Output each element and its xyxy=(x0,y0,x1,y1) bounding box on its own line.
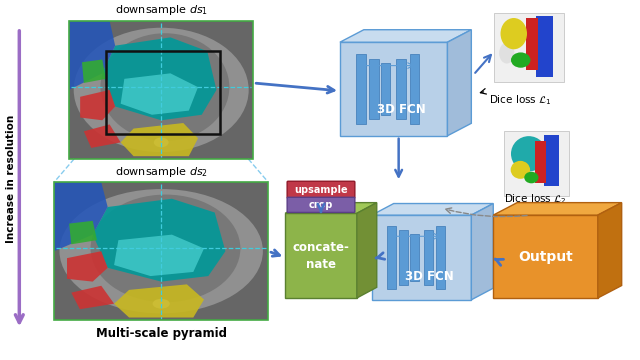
Bar xyxy=(535,141,546,183)
Polygon shape xyxy=(285,213,357,298)
Polygon shape xyxy=(80,90,115,120)
Polygon shape xyxy=(69,221,97,244)
Polygon shape xyxy=(598,203,621,298)
Ellipse shape xyxy=(500,18,527,49)
Polygon shape xyxy=(396,59,406,120)
Text: Dice loss $\mathcal{L}_1$: Dice loss $\mathcal{L}_1$ xyxy=(489,93,552,107)
Polygon shape xyxy=(369,59,379,120)
Polygon shape xyxy=(410,54,419,124)
Polygon shape xyxy=(387,226,396,289)
Polygon shape xyxy=(357,203,377,298)
Polygon shape xyxy=(102,37,216,120)
Ellipse shape xyxy=(511,53,531,68)
Polygon shape xyxy=(436,226,445,289)
Text: 3D FCN: 3D FCN xyxy=(377,103,426,116)
Bar xyxy=(54,182,268,320)
Polygon shape xyxy=(114,235,204,276)
Polygon shape xyxy=(340,42,447,136)
Bar xyxy=(106,51,220,134)
Polygon shape xyxy=(471,203,493,300)
Text: Increase in resolution: Increase in resolution xyxy=(6,114,17,243)
Polygon shape xyxy=(493,215,598,298)
Polygon shape xyxy=(54,182,108,251)
Ellipse shape xyxy=(511,161,530,179)
Text: downsample $ds_2$: downsample $ds_2$ xyxy=(115,165,208,179)
Polygon shape xyxy=(356,54,365,124)
Polygon shape xyxy=(372,203,493,215)
Polygon shape xyxy=(82,59,106,83)
Ellipse shape xyxy=(100,33,229,141)
Polygon shape xyxy=(424,230,433,285)
FancyBboxPatch shape xyxy=(287,197,355,212)
Polygon shape xyxy=(372,215,471,300)
Text: crop: crop xyxy=(309,200,333,210)
Polygon shape xyxy=(114,284,204,318)
Ellipse shape xyxy=(152,299,170,309)
Ellipse shape xyxy=(74,28,249,152)
Polygon shape xyxy=(71,286,114,309)
Polygon shape xyxy=(447,30,471,136)
Polygon shape xyxy=(121,123,198,156)
Polygon shape xyxy=(381,63,390,115)
Bar xyxy=(545,135,559,186)
Polygon shape xyxy=(121,73,198,115)
Text: upsample: upsample xyxy=(294,185,348,195)
Polygon shape xyxy=(340,30,471,42)
Bar xyxy=(494,13,564,82)
Text: Output: Output xyxy=(518,249,573,264)
FancyBboxPatch shape xyxy=(287,181,355,198)
Bar xyxy=(54,182,268,320)
Polygon shape xyxy=(410,234,419,281)
Bar xyxy=(69,21,253,159)
Polygon shape xyxy=(493,203,621,215)
Polygon shape xyxy=(67,251,108,282)
Polygon shape xyxy=(285,203,377,213)
Bar xyxy=(504,131,569,195)
Text: Multi-scale pyramid: Multi-scale pyramid xyxy=(96,327,227,341)
Ellipse shape xyxy=(511,136,547,171)
Bar xyxy=(536,16,554,77)
Bar xyxy=(69,21,253,159)
Text: Dice loss $\mathcal{L}_2$: Dice loss $\mathcal{L}_2$ xyxy=(504,192,566,206)
Bar xyxy=(525,18,538,71)
Polygon shape xyxy=(93,199,225,282)
Text: concate-
nate: concate- nate xyxy=(292,241,349,271)
Ellipse shape xyxy=(524,172,538,183)
Ellipse shape xyxy=(154,138,168,147)
Text: 3D FCN: 3D FCN xyxy=(405,270,454,283)
Polygon shape xyxy=(69,21,115,90)
Polygon shape xyxy=(399,230,408,285)
Polygon shape xyxy=(84,125,121,148)
Ellipse shape xyxy=(90,194,241,302)
Text: downsample $ds_1$: downsample $ds_1$ xyxy=(115,3,208,17)
Ellipse shape xyxy=(499,43,515,64)
Ellipse shape xyxy=(60,189,263,313)
